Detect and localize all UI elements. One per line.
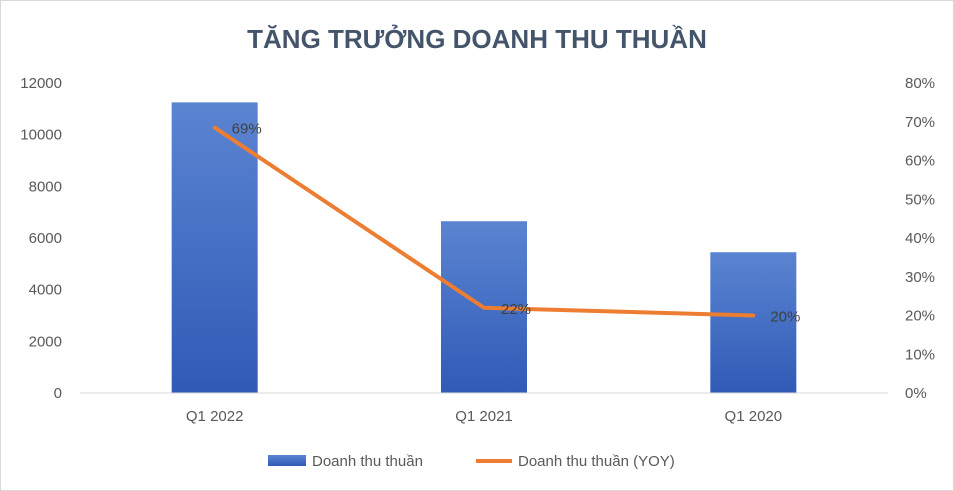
yoy-data-label: 22% xyxy=(501,301,531,318)
left-tick-label: 8000 xyxy=(29,178,62,195)
left-tick-label: 12000 xyxy=(20,75,62,92)
right-tick-label: 0% xyxy=(905,385,927,402)
category-label: Q1 2021 xyxy=(455,408,513,425)
left-tick-label: 10000 xyxy=(20,127,62,144)
right-tick-label: 10% xyxy=(905,346,935,363)
bar xyxy=(710,252,797,393)
bar xyxy=(171,102,258,393)
yoy-data-label: 20% xyxy=(770,309,800,326)
category-label: Q1 2020 xyxy=(725,408,783,425)
left-tick-label: 6000 xyxy=(29,230,62,247)
left-tick-label: 4000 xyxy=(29,282,62,299)
right-tick-label: 60% xyxy=(905,153,935,170)
chart-title: TĂNG TRƯỞNG DOANH THU THUẦN xyxy=(247,23,707,54)
category-label: Q1 2022 xyxy=(186,408,244,425)
category-axis: Q1 2022 Q1 2021 Q1 2020 xyxy=(186,408,782,425)
right-tick-label: 20% xyxy=(905,308,935,325)
right-tick-label: 30% xyxy=(905,269,935,286)
line-series: 69% 22% 20% xyxy=(212,121,800,326)
right-tick-label: 70% xyxy=(905,114,935,131)
legend-line-label: Doanh thu thuần (YOY) xyxy=(518,453,675,470)
right-tick-label: 50% xyxy=(905,191,935,208)
yoy-line xyxy=(212,125,756,318)
left-tick-label: 0 xyxy=(54,385,62,402)
legend: Doanh thu thuần Doanh thu thuần (YOY) xyxy=(268,453,675,470)
right-axis: 0% 10% 20% 30% 40% 50% 60% 70% 80% xyxy=(905,75,935,402)
yoy-data-label: 69% xyxy=(232,121,262,138)
legend-bar-label: Doanh thu thuần xyxy=(312,453,423,470)
left-axis: 0 2000 4000 6000 8000 10000 12000 xyxy=(20,75,62,402)
left-tick-label: 2000 xyxy=(29,333,62,350)
right-tick-label: 40% xyxy=(905,230,935,247)
legend-bar-swatch xyxy=(268,455,306,466)
right-tick-label: 80% xyxy=(905,75,935,92)
